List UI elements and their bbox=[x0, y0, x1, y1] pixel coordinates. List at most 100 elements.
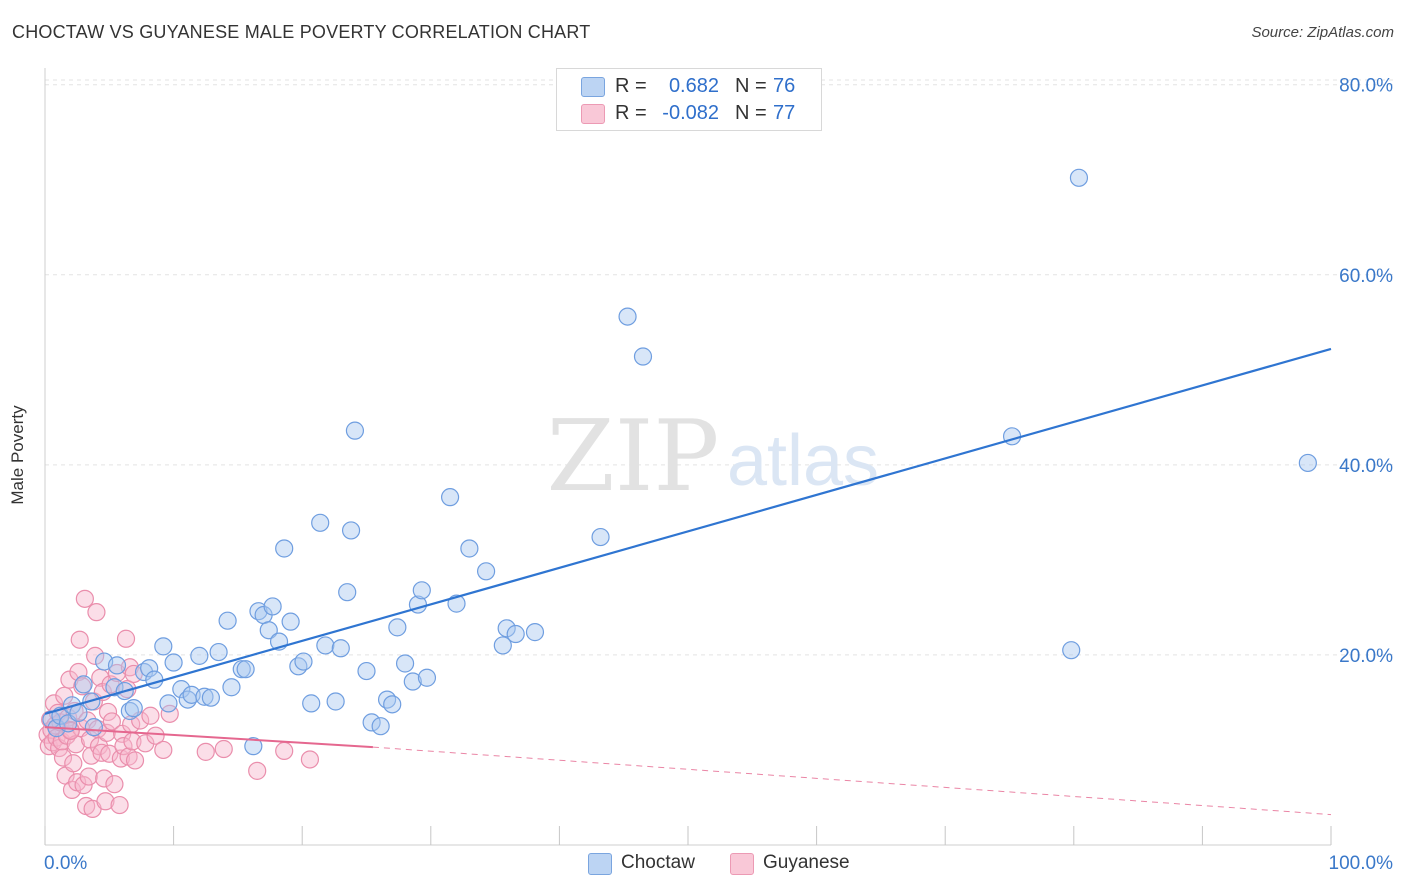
guyanese-point bbox=[141, 706, 160, 725]
y-tick-label: 80.0% bbox=[1339, 76, 1393, 97]
x-tick-label: 100.0% bbox=[1329, 853, 1394, 874]
choctaw-point bbox=[633, 347, 653, 366]
guyanese-point bbox=[105, 775, 124, 794]
choctaw-points bbox=[42, 168, 1317, 756]
guyanese-point bbox=[82, 746, 101, 765]
choctaw-point bbox=[362, 713, 381, 732]
choctaw-point bbox=[159, 694, 178, 713]
choctaw-point bbox=[1002, 427, 1022, 446]
guyanese-trend-line bbox=[44, 726, 373, 749]
choctaw-point bbox=[1062, 641, 1081, 660]
guyanese-point bbox=[79, 767, 98, 786]
choctaw-point bbox=[84, 718, 103, 737]
choctaw-point bbox=[172, 680, 191, 699]
guyanese-point bbox=[146, 726, 165, 745]
choctaw-point bbox=[154, 637, 173, 656]
choctaw-point bbox=[357, 661, 376, 681]
choctaw-point bbox=[302, 694, 321, 713]
choctaw-point bbox=[403, 672, 422, 691]
choctaw-point bbox=[440, 488, 460, 507]
choctaw-point bbox=[74, 675, 93, 694]
choctaw-point bbox=[209, 642, 228, 662]
axes bbox=[44, 68, 1332, 846]
choctaw-point bbox=[1298, 453, 1317, 473]
guyanese-swatch bbox=[581, 104, 605, 124]
legend-r-label: R = bbox=[615, 75, 647, 97]
guyanese-point bbox=[102, 712, 121, 731]
chart-title: CHOCTAW VS GUYANESE MALE POVERTY CORRELA… bbox=[12, 22, 591, 42]
choctaw-swatch bbox=[581, 77, 605, 97]
guyanese-point bbox=[125, 751, 145, 770]
guyanese-point bbox=[196, 742, 215, 761]
choctaw-point bbox=[591, 527, 610, 547]
guyanese-point bbox=[248, 761, 267, 780]
choctaw-trend-line bbox=[44, 347, 1332, 715]
choctaw-point bbox=[525, 623, 545, 642]
correlation-legend: R = 0.682 N = 76 R = -0.082 N = 77 bbox=[556, 68, 822, 131]
choctaw-point bbox=[164, 653, 183, 672]
legend-label: Choctaw bbox=[621, 852, 695, 873]
guyanese-point bbox=[300, 750, 320, 769]
choctaw-point bbox=[412, 581, 431, 600]
choctaw-point bbox=[383, 695, 402, 714]
choctaw-point bbox=[618, 307, 637, 326]
y-tick-label: 40.0% bbox=[1339, 456, 1393, 477]
choctaw-point bbox=[263, 597, 282, 616]
choctaw-point bbox=[218, 611, 237, 630]
guyanese-point bbox=[55, 686, 74, 705]
choctaw-point bbox=[395, 654, 415, 673]
choctaw-point bbox=[201, 688, 220, 707]
choctaw-point bbox=[371, 717, 390, 736]
series-legend: Choctaw Guyanese bbox=[0, 852, 1406, 876]
guyanese-point bbox=[136, 734, 155, 753]
legend-n-value: 76 bbox=[773, 75, 796, 97]
choctaw-point bbox=[107, 656, 127, 675]
choctaw-point bbox=[388, 618, 407, 637]
choctaw-point bbox=[316, 636, 335, 655]
guyanese-point bbox=[53, 748, 73, 767]
source-label: Source: ZipAtlas.com bbox=[1251, 24, 1394, 41]
legend-r-label: R = bbox=[615, 102, 647, 124]
watermark-atlas: atlas bbox=[727, 421, 879, 501]
guyanese-point bbox=[92, 743, 111, 762]
choctaw-point bbox=[341, 521, 361, 540]
guyanese-point bbox=[74, 776, 93, 795]
guyanese-point bbox=[87, 603, 106, 622]
guyanese-legend-swatch bbox=[730, 853, 754, 875]
gridlines bbox=[45, 79, 1393, 656]
trend-lines bbox=[44, 347, 1332, 816]
guyanese-point bbox=[100, 744, 119, 763]
choctaw-point bbox=[326, 692, 345, 711]
guyanese-point bbox=[275, 741, 294, 761]
choctaw-point bbox=[140, 659, 159, 678]
choctaw-point bbox=[294, 652, 313, 671]
choctaw-point bbox=[281, 612, 300, 631]
guyanese-point bbox=[95, 769, 114, 788]
legend-n-value: 77 bbox=[773, 102, 796, 124]
choctaw-point bbox=[417, 668, 437, 687]
choctaw-point bbox=[222, 678, 241, 697]
choctaw-point bbox=[190, 646, 209, 665]
guyanese-point bbox=[70, 630, 89, 649]
choctaw-point bbox=[232, 660, 251, 679]
choctaw-point bbox=[105, 678, 124, 697]
choctaw-point bbox=[124, 699, 143, 718]
watermark: ZIP atlas bbox=[547, 400, 879, 514]
choctaw-point bbox=[311, 513, 330, 532]
guyanese-point bbox=[114, 737, 133, 756]
legend-label: Guyanese bbox=[763, 852, 850, 873]
legend-n-label: N = bbox=[735, 75, 767, 97]
legend-r-value: 0.682 bbox=[668, 75, 719, 97]
guyanese-point bbox=[96, 792, 115, 811]
choctaw-point bbox=[476, 562, 496, 581]
guyanese-trend-extension bbox=[372, 746, 1332, 816]
guyanese-point bbox=[86, 646, 105, 665]
guyanese-point bbox=[110, 795, 129, 815]
choctaw-legend-swatch bbox=[588, 853, 612, 875]
choctaw-point bbox=[259, 621, 278, 640]
x-tick-label: 0.0% bbox=[44, 853, 87, 874]
choctaw-point bbox=[497, 619, 516, 638]
y-tick-label: 60.0% bbox=[1339, 266, 1393, 287]
guyanese-point bbox=[98, 702, 118, 722]
